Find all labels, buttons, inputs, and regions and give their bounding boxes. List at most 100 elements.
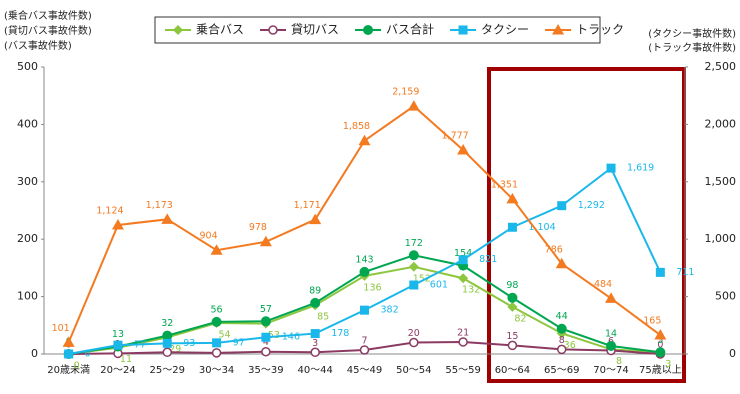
data-point bbox=[457, 144, 470, 155]
data-label: 14 bbox=[605, 328, 617, 339]
data-label: 1,104 bbox=[528, 222, 555, 233]
legend-marker bbox=[458, 25, 468, 35]
data-label: 4 bbox=[263, 337, 269, 348]
data-point bbox=[655, 267, 665, 277]
data-point bbox=[507, 222, 517, 232]
data-point bbox=[507, 340, 518, 351]
data-point bbox=[211, 348, 222, 358]
data-label: 0 bbox=[85, 349, 91, 360]
data-point bbox=[162, 338, 172, 348]
data-point bbox=[408, 261, 419, 272]
data-label: 1,173 bbox=[146, 200, 173, 211]
y2-tick-label: 2,000 bbox=[705, 117, 737, 130]
legend-label: トラック bbox=[576, 23, 624, 37]
highlight-box bbox=[487, 67, 686, 383]
data-point bbox=[310, 347, 320, 358]
x-tick-label: 60～64 bbox=[495, 365, 530, 376]
data-label: 152 bbox=[413, 273, 431, 284]
data-point bbox=[556, 323, 567, 334]
y2-axis-label: (タクシー事故件数) bbox=[648, 27, 736, 40]
y2-tick-label: 2,500 bbox=[705, 60, 737, 73]
data-label: 101 bbox=[52, 323, 70, 334]
x-tick-label: 25～29 bbox=[150, 365, 185, 376]
legend-marker bbox=[173, 25, 183, 35]
data-point bbox=[359, 345, 370, 355]
data-label: 3 bbox=[657, 335, 663, 346]
data-label: 2,159 bbox=[392, 87, 419, 98]
y-tick-label: 500 bbox=[17, 60, 38, 73]
data-label: 15 bbox=[506, 331, 518, 342]
data-label: 601 bbox=[430, 280, 448, 291]
data-label: 89 bbox=[309, 285, 321, 296]
data-label: 978 bbox=[249, 222, 267, 233]
data-label: 172 bbox=[405, 238, 423, 249]
data-label: 821 bbox=[479, 254, 497, 265]
x-tick-label: 75歳以上 bbox=[639, 364, 682, 376]
y2-tick-label: 1,500 bbox=[705, 175, 737, 188]
legend-label: タクシー bbox=[481, 23, 529, 37]
data-label: 3 bbox=[312, 338, 318, 349]
data-point bbox=[556, 344, 567, 355]
data-label: 786 bbox=[545, 244, 563, 255]
data-label: 85 bbox=[317, 312, 329, 323]
y-axis-label: (乗合バス事故件数) bbox=[4, 9, 92, 22]
data-label: 1,292 bbox=[578, 200, 605, 211]
data-label: 8 bbox=[559, 335, 565, 346]
y-axis-label: (バス事故件数) bbox=[4, 39, 72, 52]
data-label: 20 bbox=[408, 328, 420, 339]
data-label: 178 bbox=[331, 328, 349, 339]
data-point bbox=[111, 218, 124, 230]
data-point bbox=[310, 297, 321, 308]
data-label: 132 bbox=[462, 285, 480, 296]
legend-marker bbox=[268, 25, 278, 35]
data-point bbox=[212, 338, 222, 348]
legend-marker bbox=[552, 24, 565, 35]
data-label: 904 bbox=[200, 231, 218, 242]
data-point bbox=[309, 213, 322, 225]
data-point bbox=[507, 301, 518, 312]
data-point bbox=[606, 340, 617, 351]
x-tick-label: 70～74 bbox=[593, 365, 628, 376]
data-point bbox=[605, 292, 618, 303]
y-tick-label: 0 bbox=[31, 347, 38, 360]
x-tick-label: 65～69 bbox=[544, 365, 579, 376]
data-point bbox=[62, 336, 75, 347]
data-label: 44 bbox=[556, 311, 568, 322]
data-label: 143 bbox=[355, 254, 373, 265]
data-label: 1,777 bbox=[442, 131, 469, 142]
data-label: 1,171 bbox=[294, 200, 321, 211]
y-tick-label: 400 bbox=[17, 117, 38, 130]
data-point bbox=[359, 266, 370, 277]
data-point bbox=[210, 244, 223, 255]
data-point bbox=[64, 349, 74, 359]
data-point bbox=[507, 292, 518, 303]
y-tick-label: 100 bbox=[17, 290, 38, 303]
data-point bbox=[557, 201, 567, 211]
data-point bbox=[261, 346, 271, 357]
data-label: 32 bbox=[161, 318, 173, 329]
y2-tick-label: 500 bbox=[715, 290, 736, 303]
x-tick-label: 35～39 bbox=[248, 365, 283, 376]
legend-label: 乗合バス bbox=[196, 22, 244, 37]
x-tick-label: 50～54 bbox=[396, 365, 431, 376]
data-point bbox=[162, 330, 173, 341]
y2-axis-label: (トラック事故件数) bbox=[648, 41, 736, 54]
data-label: 57 bbox=[260, 304, 272, 315]
data-point bbox=[259, 235, 272, 247]
data-label: 13 bbox=[112, 329, 124, 340]
data-point bbox=[409, 280, 419, 290]
data-label: 1,124 bbox=[96, 205, 123, 216]
x-tick-label: 30～34 bbox=[199, 365, 234, 376]
data-label: 21 bbox=[457, 327, 469, 338]
data-point bbox=[506, 192, 519, 204]
data-point bbox=[161, 213, 174, 224]
data-label: 0 bbox=[74, 361, 80, 372]
y-tick-label: 300 bbox=[17, 175, 38, 188]
data-label: 93 bbox=[183, 338, 195, 349]
data-point bbox=[655, 347, 666, 358]
data-label: 484 bbox=[594, 279, 612, 290]
data-point bbox=[358, 134, 371, 146]
data-point bbox=[310, 329, 320, 339]
data-label: 77 bbox=[134, 340, 146, 351]
